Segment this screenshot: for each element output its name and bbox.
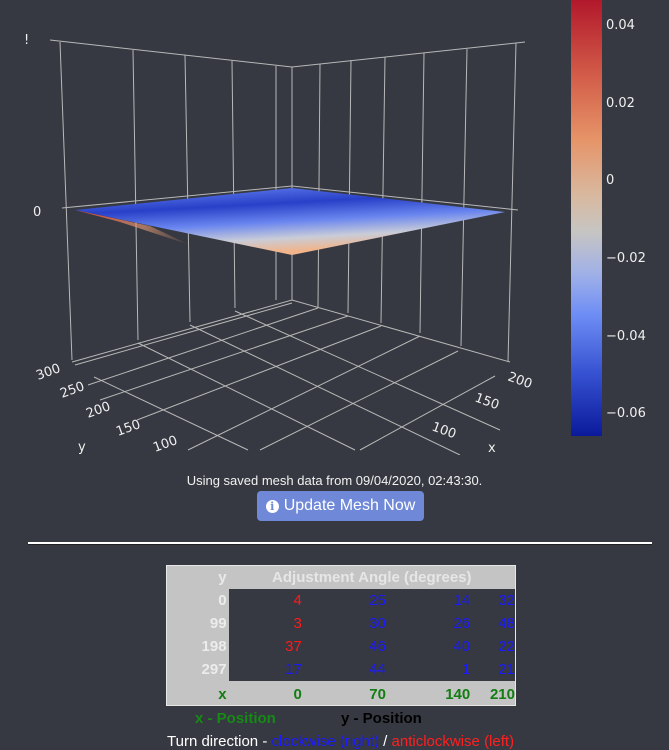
svg-text:100: 100 [151,433,179,455]
mesh-status-text: Using saved mesh data from 09/04/2020, 0… [186,473,483,488]
svg-text:250: 250 [58,379,86,402]
svg-text:150: 150 [114,417,142,440]
table-row: 297 17 44 1 21 [167,658,515,681]
y-column-header: y [218,569,227,586]
svg-text:200: 200 [506,370,534,393]
update-mesh-label: Update Mesh Now [283,497,416,514]
surface-plot-canvas[interactable]: ! 0 300 250 200 150 100 y 200 150 100 x … [0,0,669,455]
table-header-row: y Adjustment Angle (degrees) [167,566,515,589]
table-row: 0 4 25 14 32 [167,589,515,612]
svg-text:−0.04: −0.04 [606,329,646,344]
clockwise-legend: clockwise (right) [271,733,380,750]
svg-text:0.02: 0.02 [606,96,635,111]
svg-text:−0.02: −0.02 [606,251,646,266]
info-circle-icon: i [265,499,279,513]
colorbar-ticks: 0.04 0.02 0 −0.02 −0.04 −0.06 [606,18,646,421]
svg-text:150: 150 [473,391,501,414]
z-axis-title: ! [24,33,29,48]
svg-text:0.04: 0.04 [606,18,635,33]
svg-text:300: 300 [34,361,62,384]
colorbar[interactable] [571,0,602,436]
update-mesh-button[interactable]: i Update Mesh Now [257,491,424,521]
y-axis-ticks: 300 250 200 150 100 y [34,361,179,455]
svg-text:0: 0 [606,173,614,188]
y-position-legend: y - Position [341,710,422,727]
anticlockwise-legend: anticlockwise (left) [391,733,515,750]
turn-direction-legend: Turn direction - clockwise (right) / ant… [167,733,515,750]
table-title: Adjustment Angle (degrees) [272,569,472,586]
x-axis-ticks: 200 150 100 x [430,370,534,455]
x-position-legend: x - Position [195,710,276,727]
grid-lines [49,39,526,455]
table-row: 198 37 46 40 22 [167,635,515,658]
svg-text:200: 200 [84,399,112,422]
adjustment-angle-table: y Adjustment Angle (degrees) 0 4 25 14 3… [166,565,516,706]
z-tick-0: 0 [33,205,41,220]
svg-text:−0.06: −0.06 [606,406,646,421]
divider [28,542,652,545]
mesh-surface[interactable] [75,188,505,255]
x-axis-title: x [488,441,496,455]
y-axis-title: y [78,440,86,455]
x-values-row: x 0 70 140 210 [218,685,515,703]
table-row: 99 3 30 26 48 [167,612,515,635]
svg-text:100: 100 [430,420,458,443]
surface-plot-3d[interactable]: ! 0 300 250 200 150 100 y 200 150 100 x … [0,0,669,455]
